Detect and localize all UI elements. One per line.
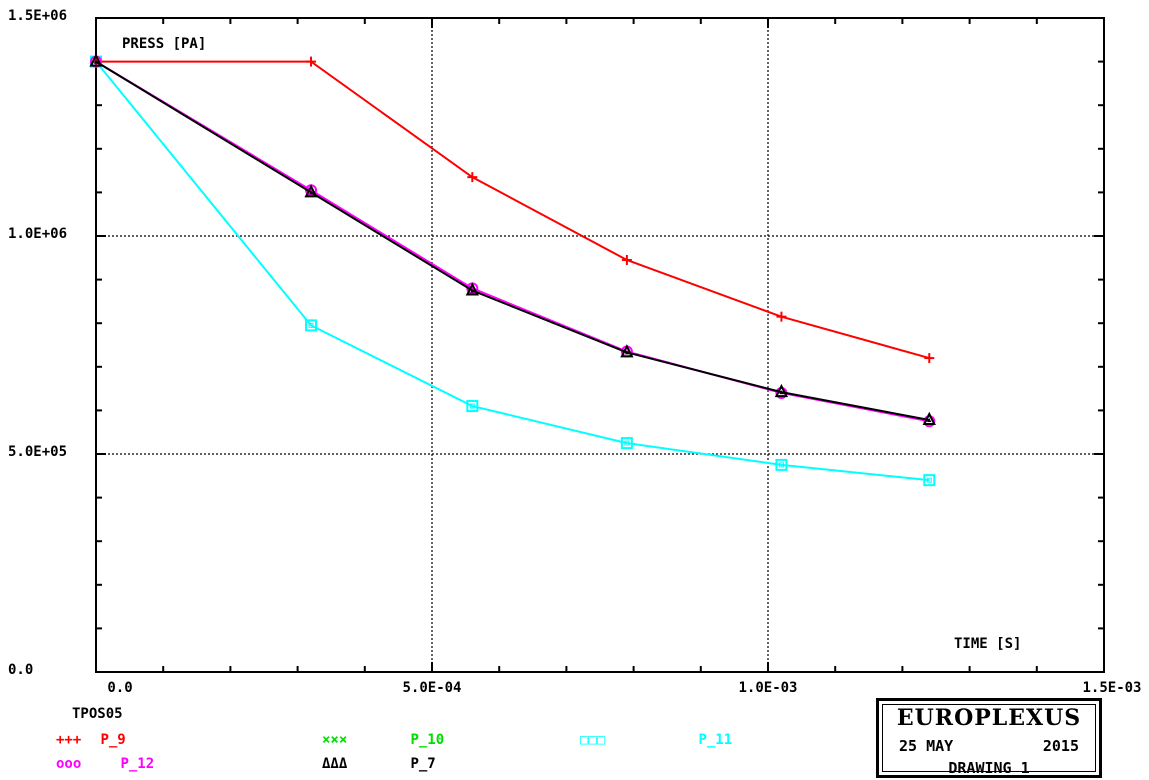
- drawing-date: 25 MAY: [899, 737, 954, 755]
- legend-label: P_11: [698, 732, 733, 748]
- software-title: EUROPLEXUS: [896, 705, 1082, 731]
- y-tick-label: 0.0: [8, 662, 33, 678]
- legend-label: P_9: [100, 732, 126, 748]
- legend-label: P_12: [120, 756, 155, 772]
- square-marker: [620, 437, 633, 450]
- drawing-number: DRAWING 1: [948, 759, 1030, 777]
- plot-frame: [95, 17, 1105, 673]
- y-tick-label: 1.5E+06: [8, 8, 67, 24]
- series-p7: [89, 53, 936, 425]
- x-axis-title: TIME [S]: [954, 636, 1021, 652]
- circle-marker-icon: ooo: [56, 756, 82, 772]
- series-line: [95, 60, 930, 482]
- square-marker: [624, 440, 630, 446]
- triangle-marker: [470, 288, 475, 293]
- series-p11: [90, 55, 936, 487]
- series-line: [95, 60, 930, 421]
- triangle-marker: [620, 344, 634, 358]
- legend-item-p11: □□□ P_11: [580, 732, 732, 748]
- square-marker: [308, 322, 314, 328]
- triangle-marker: [927, 417, 932, 422]
- triangle-marker: [779, 390, 784, 395]
- legend-item-p7: ΔΔΔ P_7: [322, 756, 436, 772]
- triangle-marker: [465, 282, 479, 296]
- y-axis-title: PRESS [PA]: [122, 36, 206, 52]
- x-tick-label: 0.0: [107, 680, 132, 696]
- square-marker: [466, 400, 479, 413]
- triangle-marker: [309, 190, 314, 195]
- legend-label: P_10: [410, 732, 445, 748]
- triangle-marker: [922, 411, 936, 425]
- drawing-year: 2015: [1042, 737, 1079, 755]
- x-tick-label: 5.0E-04: [402, 680, 461, 696]
- series-line: [95, 60, 930, 423]
- triangle-marker: [304, 184, 318, 198]
- square-marker: [775, 458, 788, 471]
- square-marker: [923, 474, 936, 487]
- case-name: TPOS05: [72, 706, 123, 722]
- cross-marker-icon: ×××: [322, 732, 348, 748]
- square-marker: [469, 403, 475, 409]
- legend-item-p12: ooo P_12: [56, 756, 154, 772]
- y-tick-label: 1.0E+06: [8, 226, 67, 242]
- series-line: [96, 60, 930, 360]
- chart-plot: 0.0 5.0E+05 1.0E+06 1.5E+06 0.0 5.0E-04 1.0E-0…: [8, 8, 1142, 696]
- triangle-marker-icon: ΔΔΔ: [322, 756, 348, 772]
- x-tick-label: 1.5E-03: [1082, 680, 1141, 696]
- triangle-marker: [774, 383, 789, 398]
- legend-label: P_7: [410, 756, 436, 772]
- triangle-marker: [89, 53, 103, 67]
- legend-item-p9: +++ P_9: [56, 732, 126, 748]
- series-p12: [90, 55, 936, 428]
- legend-item-p10: ××× P_10: [322, 732, 444, 748]
- triangle-marker: [624, 350, 629, 355]
- square-marker: [305, 319, 318, 332]
- y-tick-label: 5.0E+05: [8, 444, 67, 460]
- plus-marker-icon: +++: [56, 732, 82, 748]
- square-marker: [778, 462, 784, 468]
- info-box: EUROPLEXUS 25 MAY 2015 DRAWING 1: [876, 698, 1102, 778]
- x-tick-label: 1.0E-03: [738, 680, 797, 696]
- triangle-marker: [94, 59, 98, 64]
- square-marker-icon: □□□: [580, 732, 606, 748]
- square-marker: [926, 477, 932, 483]
- circle-marker: [923, 415, 936, 428]
